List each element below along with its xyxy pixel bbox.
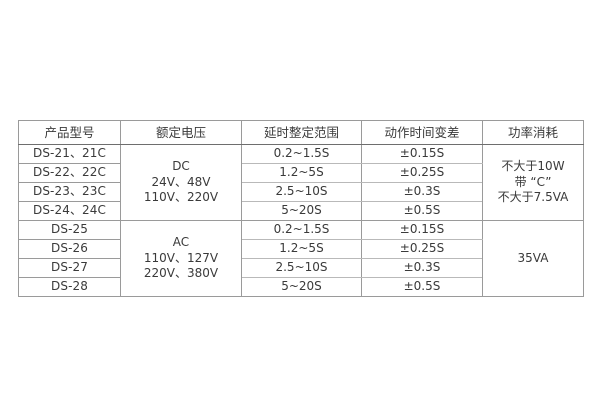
table-body: DS-21、21C DC 24V、48V 110V、220V 0.2~1.5S … (18, 144, 584, 297)
cell-model: DS-28 (18, 277, 121, 297)
table-row: DS-25 AC 110V、127V 220V、380V 0.2~1.5S ±0… (18, 220, 584, 297)
cell-delay-range: 2.5~10S (241, 258, 362, 278)
cell-model: DS-21、21C (18, 144, 121, 164)
power-line: 35VA (517, 250, 549, 265)
voltage-line: 110V、220V (143, 190, 219, 205)
cell-delay-range: 5~20S (241, 277, 362, 297)
cell-time-variance: ±0.5S (361, 201, 483, 221)
product-specification-table: 产品型号 额定电压 延时整定范围 动作时间变差 功率消耗 DS-21、21C D… (18, 120, 584, 297)
table-header: 产品型号 额定电压 延时整定范围 动作时间变差 功率消耗 (18, 120, 584, 145)
table-row: DS-21、21C DC 24V、48V 110V、220V 0.2~1.5S … (18, 144, 584, 221)
table-row: DS-26 1.2~5S ±0.25S (18, 239, 584, 259)
column-header-power: 功率消耗 (482, 120, 584, 145)
cell-delay-range: 0.2~1.5S (241, 220, 362, 240)
cell-delay-range: 2.5~10S (241, 182, 362, 202)
column-header-voltage: 额定电压 (120, 120, 242, 145)
voltage-line: 220V、380V (143, 266, 219, 281)
cell-power-consumption-ac: 35VA (482, 220, 584, 297)
cell-time-variance: ±0.25S (361, 239, 483, 259)
cell-delay-range: 5~20S (241, 201, 362, 221)
cell-model: DS-26 (18, 239, 121, 259)
cell-delay-range: 1.2~5S (241, 163, 362, 183)
table-row: DS-23、23C 2.5~10S ±0.3S (18, 182, 584, 202)
table-row: DS-27 2.5~10S ±0.3S (18, 258, 584, 278)
cell-rated-voltage-dc: DC 24V、48V 110V、220V (120, 144, 242, 221)
cell-model: DS-22、22C (18, 163, 121, 183)
header-row: 产品型号 额定电压 延时整定范围 动作时间变差 功率消耗 (18, 120, 584, 145)
cell-time-variance: ±0.15S (361, 144, 483, 164)
cell-model: DS-27 (18, 258, 121, 278)
cell-time-variance: ±0.3S (361, 258, 483, 278)
column-header-model: 产品型号 (18, 120, 121, 145)
cell-power-consumption-dc: 不大于10W 带 “C” 不大于7.5VA (482, 144, 584, 221)
cell-time-variance: ±0.5S (361, 277, 483, 297)
cell-delay-range: 1.2~5S (241, 239, 362, 259)
cell-model: DS-25 (18, 220, 121, 240)
cell-model: DS-23、23C (18, 182, 121, 202)
cell-rated-voltage-ac: AC 110V、127V 220V、380V (120, 220, 242, 297)
power-line: 带 “C” (514, 174, 552, 189)
cell-time-variance: ±0.25S (361, 163, 483, 183)
voltage-line: 24V、48V (151, 174, 211, 189)
cell-time-variance: ±0.15S (361, 220, 483, 240)
column-header-variance: 动作时间变差 (361, 120, 483, 145)
cell-delay-range: 0.2~1.5S (241, 144, 362, 164)
voltage-line: DC (172, 159, 190, 174)
cell-model: DS-24、24C (18, 201, 121, 221)
voltage-line: 110V、127V (143, 250, 219, 265)
table-row: DS-28 5~20S ±0.5S (18, 277, 584, 297)
power-line: 不大于7.5VA (497, 190, 569, 205)
voltage-line: AC (172, 235, 190, 250)
cell-time-variance: ±0.3S (361, 182, 483, 202)
column-header-delay: 延时整定范围 (241, 120, 362, 145)
power-line: 不大于10W (501, 159, 565, 174)
